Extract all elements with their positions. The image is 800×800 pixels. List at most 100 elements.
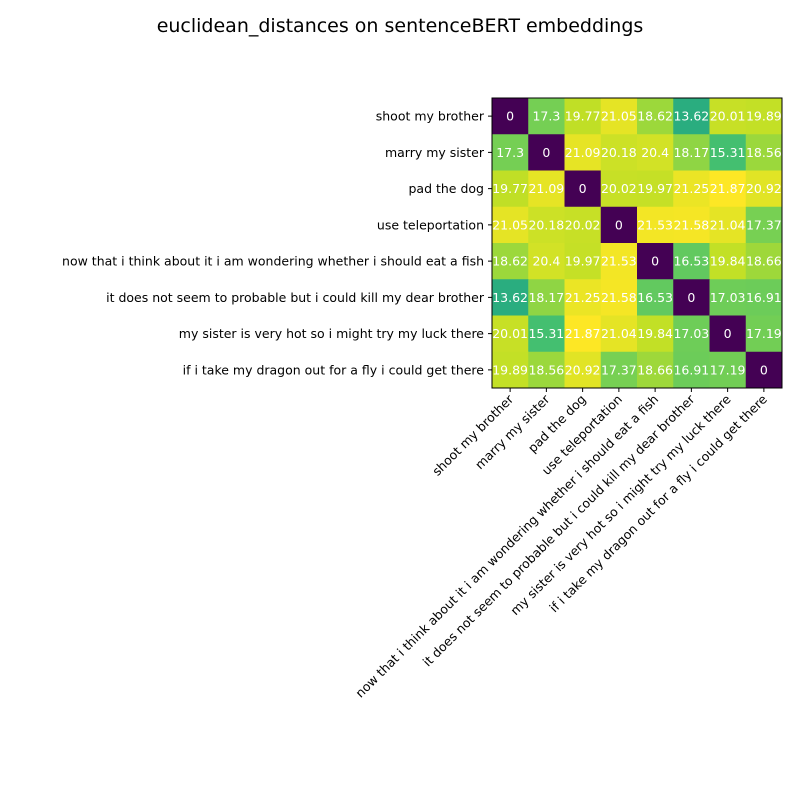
- heatmap-cell: [492, 279, 529, 316]
- heatmap-cell: [564, 134, 602, 171]
- cell-value-label: 15.31: [528, 326, 564, 341]
- cell-value-label: 21.53: [601, 254, 637, 269]
- cell-value-label: 18.56: [528, 362, 564, 377]
- y-tick-label: pad the dog: [408, 181, 484, 196]
- heatmap-cell: [528, 279, 565, 316]
- heatmap-cell: [492, 206, 529, 244]
- y-tick-label: now that i think about it i am wondering…: [62, 254, 484, 269]
- heatmap-cell: [492, 170, 529, 208]
- heatmap-cell: [637, 315, 674, 353]
- cell-value-label: 13.62: [673, 109, 709, 124]
- heatmap-cell: [564, 98, 602, 135]
- cell-value-label: 21.09: [528, 181, 564, 196]
- y-tick-label: my sister is very hot so i might try my …: [179, 326, 485, 341]
- cell-value-label: 21.09: [565, 145, 601, 160]
- cell-value-label: 21.25: [673, 181, 709, 196]
- cell-value-label: 18.66: [637, 362, 673, 377]
- y-tick-label: if i take my dragon out for a fly i coul…: [183, 362, 485, 377]
- cell-value-label: 19.84: [637, 326, 673, 341]
- cell-value-label: 17.19: [710, 362, 746, 377]
- cell-value-label: 18.66: [746, 254, 782, 269]
- cell-value-label: 20.02: [601, 181, 637, 196]
- chart-title: euclidean_distances on sentenceBERT embe…: [157, 15, 644, 37]
- heatmap-cells: [492, 98, 783, 389]
- heatmap-cell: [709, 243, 747, 280]
- cell-value-label: 19.97: [637, 181, 673, 196]
- cell-value-label: 21.58: [601, 290, 637, 305]
- heatmap-cell: [564, 279, 602, 316]
- heatmap-cell: [709, 206, 747, 244]
- heatmap-cell: [637, 279, 674, 316]
- cell-value-label: 0: [687, 290, 695, 305]
- cell-value-label: 18.62: [492, 254, 528, 269]
- heatmap-cell: [600, 170, 638, 208]
- heatmap-cell: [492, 351, 529, 389]
- heatmap-cell: [745, 315, 783, 353]
- cell-value-label: 17.03: [710, 290, 746, 305]
- cell-value-label: 17.03: [673, 326, 709, 341]
- heatmap-cell: [745, 279, 783, 316]
- cell-value-label: 20.92: [746, 181, 782, 196]
- y-tick-label: marry my sister: [385, 145, 485, 160]
- heatmap-cell: [637, 170, 674, 208]
- cell-value-label: 18.56: [746, 145, 782, 160]
- cell-value-label: 16.91: [673, 362, 709, 377]
- cell-value-label: 20.18: [601, 145, 637, 160]
- heatmap-cell: [637, 134, 674, 171]
- cell-value-label: 18.17: [673, 145, 709, 160]
- heatmap-cell: [564, 243, 602, 280]
- heatmap-cell: [637, 98, 674, 135]
- cell-value-label: 21.04: [710, 217, 746, 232]
- y-tick-label: use teleportation: [377, 217, 484, 232]
- heatmap-cell: [600, 351, 638, 389]
- heatmap-cell: [709, 351, 747, 389]
- heatmap-cell: [528, 206, 565, 244]
- cell-value-label: 20.02: [565, 217, 601, 232]
- cell-value-label: 0: [615, 217, 623, 232]
- cell-value-label: 20.18: [528, 217, 564, 232]
- cell-value-label: 0: [542, 145, 550, 160]
- heatmap-cell: [637, 206, 674, 244]
- heatmap-cell: [637, 351, 674, 389]
- heatmap-cell: [492, 98, 529, 135]
- heatmap-cell: [564, 170, 602, 208]
- heatmap-cell: [745, 351, 783, 389]
- heatmap-cell: [673, 98, 710, 135]
- cell-value-label: 16.53: [637, 290, 673, 305]
- heatmap-cell: [600, 279, 638, 316]
- heatmap-cell: [528, 351, 565, 389]
- heatmap-cell: [528, 170, 565, 208]
- heatmap-cell: [637, 243, 674, 280]
- heatmap-cell: [528, 134, 565, 171]
- cell-value-label: 20.4: [641, 145, 669, 160]
- cell-value-label: 17.3: [532, 109, 560, 124]
- cell-value-label: 20.92: [565, 362, 601, 377]
- heatmap-cell: [600, 315, 638, 353]
- heatmap-cell: [564, 206, 602, 244]
- cell-value-label: 20.01: [710, 109, 746, 124]
- cell-value-label: 17.19: [746, 326, 782, 341]
- heatmap-cell: [528, 243, 565, 280]
- cell-value-label: 19.77: [492, 181, 528, 196]
- cell-value-label: 19.77: [565, 109, 601, 124]
- cell-value-label: 21.04: [601, 326, 637, 341]
- plot-frame: [491, 97, 783, 389]
- heatmap-cell: [745, 206, 783, 244]
- cell-value-label: 18.17: [528, 290, 564, 305]
- cell-value-label: 21.58: [673, 217, 709, 232]
- heatmap-cell: [600, 98, 638, 135]
- cell-value-label: 0: [506, 109, 514, 124]
- cell-value-label: 21.05: [492, 217, 528, 232]
- cell-value-label: 19.89: [492, 362, 528, 377]
- heatmap-cell: [492, 134, 529, 171]
- cell-value-label: 0: [651, 254, 659, 269]
- cell-value-label: 21.53: [637, 217, 673, 232]
- cell-value-label: 16.53: [673, 254, 709, 269]
- cell-value-label: 16.91: [746, 290, 782, 305]
- heatmap-cell: [709, 170, 747, 208]
- heatmap-cell: [528, 315, 565, 353]
- heatmap-cell: [673, 170, 710, 208]
- heatmap-cell: [564, 315, 602, 353]
- heatmap-cell: [745, 134, 783, 171]
